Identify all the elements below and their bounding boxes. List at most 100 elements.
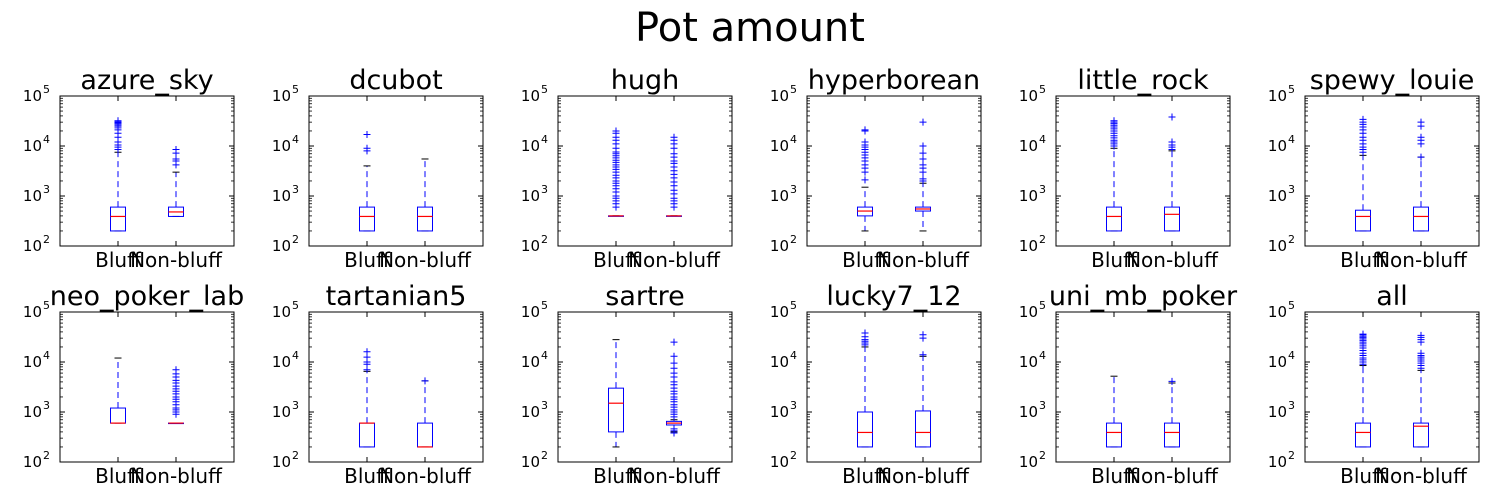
x-tick-label: Non-bluff <box>628 248 721 272</box>
y-tick-exponent: 3 <box>292 399 299 412</box>
y-tick-exponent: 4 <box>1039 133 1046 146</box>
y-tick-label: 10 <box>272 87 291 105</box>
x-tick-label: Non-bluff <box>1375 248 1468 272</box>
y-tick-exponent: 3 <box>790 183 797 196</box>
flier-point <box>919 142 927 150</box>
iqr-box <box>1355 422 1371 448</box>
panel-title: dcubot <box>349 65 442 96</box>
y-tick-exponent: 5 <box>790 299 797 312</box>
y-tick-label: 10 <box>23 187 42 205</box>
y-tick-exponent: 4 <box>790 349 797 362</box>
y-tick-label: 10 <box>23 453 42 471</box>
iqr-box <box>608 387 624 433</box>
panel-title: azure_sky <box>80 65 213 96</box>
x-tick-label: Non-bluff <box>877 464 970 488</box>
box-non-bluff <box>1164 377 1180 448</box>
iqr-box <box>110 407 126 424</box>
axes-frame <box>1055 95 1231 247</box>
y-tick-label: 10 <box>1268 353 1287 371</box>
y-tick-label: 10 <box>521 87 540 105</box>
panel-title: hyperborean <box>808 65 980 96</box>
y-tick-exponent: 3 <box>1288 183 1295 196</box>
y-tick-exponent: 3 <box>1288 399 1295 412</box>
y-tick-exponent: 3 <box>541 399 548 412</box>
flier-point <box>670 133 678 141</box>
flier-point <box>919 149 927 157</box>
y-tick-exponent: 3 <box>790 399 797 412</box>
y-tick-exponent: 4 <box>1288 133 1295 146</box>
y-tick-label: 10 <box>1019 237 1038 255</box>
box-bluff <box>1106 117 1122 232</box>
y-tick-label: 10 <box>1268 303 1287 321</box>
flier-point <box>1417 133 1425 141</box>
y-tick-exponent: 4 <box>43 349 50 362</box>
box-bluff <box>1355 115 1371 232</box>
y-tick-label: 10 <box>1268 453 1287 471</box>
y-tick-label: 10 <box>272 303 291 321</box>
flier-point <box>1417 331 1425 339</box>
box-non-bluff <box>417 377 433 448</box>
panel-title: hugh <box>611 65 679 96</box>
iqr-box <box>1164 206 1180 232</box>
flier-point <box>1417 118 1425 126</box>
x-tick-label: Bluff <box>842 248 889 272</box>
box-bluff <box>110 357 126 424</box>
box-bluff <box>1106 375 1122 448</box>
y-tick-exponent: 4 <box>292 133 299 146</box>
panel-title: sartre <box>605 281 684 312</box>
flier-point <box>1359 115 1367 123</box>
flier-point <box>1168 138 1176 146</box>
axes-frame <box>806 95 982 247</box>
y-tick-label: 10 <box>770 87 789 105</box>
flier-point <box>861 138 869 146</box>
x-tick-label: Bluff <box>1340 248 1387 272</box>
y-tick-exponent: 4 <box>541 349 548 362</box>
x-tick-label: Non-bluff <box>877 248 970 272</box>
flier-point <box>363 130 371 138</box>
panel-title: uni_mb_poker <box>1049 281 1238 312</box>
y-tick-exponent: 4 <box>1039 349 1046 362</box>
flier-point <box>421 377 429 385</box>
y-tick-exponent: 5 <box>541 83 548 96</box>
x-tick-label: Non-bluff <box>1375 464 1468 488</box>
x-tick-label: Bluff <box>1340 464 1387 488</box>
x-tick-label: Bluff <box>95 248 142 272</box>
axes-frame <box>806 311 982 463</box>
y-tick-exponent: 5 <box>43 299 50 312</box>
y-tick-exponent: 3 <box>541 183 548 196</box>
y-tick-label: 10 <box>1268 87 1287 105</box>
flier-point <box>612 127 620 135</box>
y-tick-label: 10 <box>770 137 789 155</box>
x-tick-label: Non-bluff <box>130 248 223 272</box>
iqr-box <box>915 410 931 448</box>
y-tick-label: 10 <box>272 237 291 255</box>
y-tick-label: 10 <box>770 353 789 371</box>
panel-title: tartanian5 <box>326 281 467 312</box>
box-non-bluff <box>1413 331 1429 448</box>
y-tick-exponent: 2 <box>292 449 299 462</box>
y-tick-label: 10 <box>770 237 789 255</box>
panel-title: lucky7_12 <box>826 281 961 312</box>
iqr-box <box>1106 422 1122 448</box>
iqr-box <box>110 206 126 232</box>
panel-title: little_rock <box>1077 65 1209 96</box>
flier-point <box>172 366 180 374</box>
y-tick-label: 10 <box>23 353 42 371</box>
y-tick-label: 10 <box>1268 187 1287 205</box>
y-tick-label: 10 <box>23 237 42 255</box>
x-tick-label: Bluff <box>842 464 889 488</box>
x-tick-label: Non-bluff <box>1126 464 1219 488</box>
y-tick-label: 10 <box>521 303 540 321</box>
y-tick-label: 10 <box>23 137 42 155</box>
y-tick-exponent: 5 <box>292 83 299 96</box>
y-tick-exponent: 2 <box>43 449 50 462</box>
y-tick-exponent: 5 <box>1288 83 1295 96</box>
flier-point <box>172 146 180 154</box>
y-tick-exponent: 5 <box>541 299 548 312</box>
axes-frame <box>308 311 484 463</box>
